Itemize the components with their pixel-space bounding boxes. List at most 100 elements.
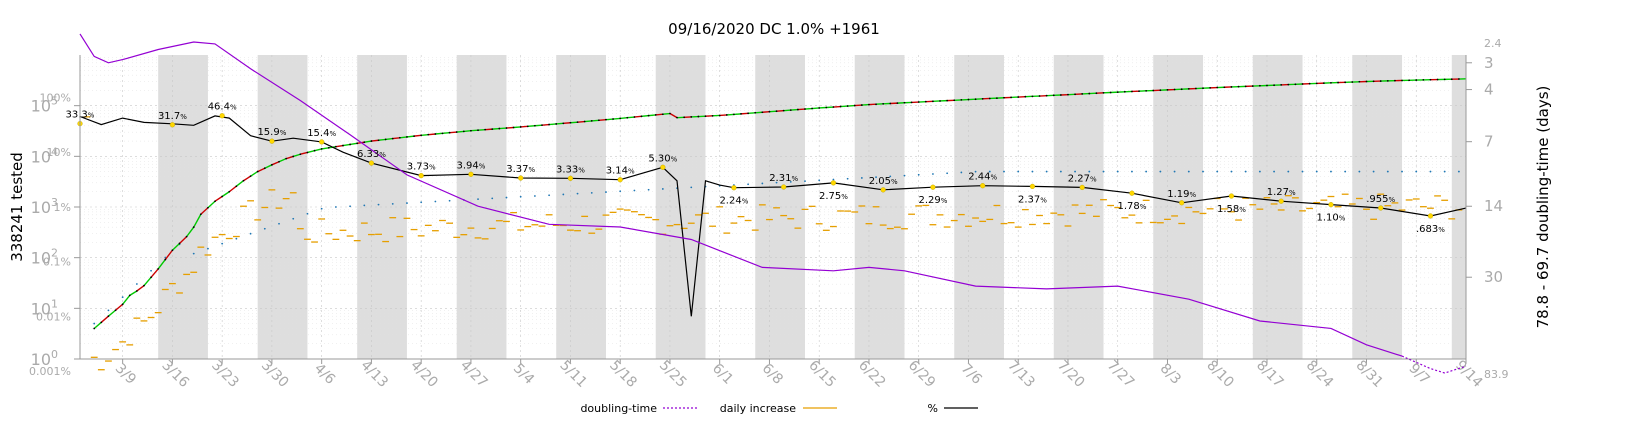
- tested-mark: [228, 185, 237, 193]
- tested-point: [1351, 81, 1354, 83]
- tested-point: [1109, 91, 1112, 94]
- tested-mark: [442, 132, 450, 135]
- tested-point: [1102, 91, 1105, 94]
- pct-tick-label: 0.1%: [43, 256, 71, 269]
- tested-point: [256, 170, 259, 173]
- tested-point: [875, 103, 877, 106]
- tested-point: [1010, 96, 1013, 99]
- tested-point: [512, 126, 515, 129]
- trend-dot: [278, 222, 280, 225]
- trend-dot: [1386, 170, 1389, 173]
- tested-point: [1415, 79, 1418, 81]
- x-tick-label: 7/20: [1054, 357, 1088, 391]
- tested-point: [228, 190, 231, 193]
- tested-mark: [605, 118, 614, 121]
- pct-marker: [617, 177, 623, 183]
- trend-dot: [661, 188, 664, 190]
- tested-mark: [321, 147, 329, 150]
- x-tick-label: 6/15: [805, 357, 839, 391]
- trend-dot: [533, 195, 536, 197]
- tested-point: [1401, 79, 1403, 82]
- tested-point: [327, 146, 330, 149]
- tested-point: [576, 121, 579, 124]
- trend-dot: [320, 207, 323, 210]
- tested-mark: [492, 127, 500, 130]
- pct-marker: [368, 160, 375, 166]
- trend-dot: [818, 179, 821, 182]
- tested-point: [178, 242, 181, 245]
- tested-point: [896, 102, 899, 105]
- tested-point: [647, 114, 650, 117]
- tested-mark: [100, 315, 109, 323]
- tested-mark: [506, 126, 514, 129]
- pct-marker: [880, 187, 886, 193]
- pct-label: 5.30%: [648, 153, 677, 164]
- trend-dot: [804, 180, 806, 182]
- tested-mark: [769, 110, 777, 113]
- tested-mark: [193, 213, 202, 228]
- trend-dot: [946, 172, 949, 175]
- tested-point: [1330, 81, 1332, 84]
- tested-point: [868, 103, 870, 106]
- tested-point: [1344, 81, 1347, 84]
- tested-point: [1443, 78, 1446, 81]
- tested-mark: [264, 164, 273, 169]
- tested-mark: [200, 207, 209, 215]
- x-tick-label: 3/16: [158, 357, 192, 391]
- tested-point: [342, 144, 344, 147]
- x-tick-label: 7/13: [1004, 357, 1038, 391]
- pct-tick-label: 1%: [54, 201, 71, 214]
- tested-point: [1024, 95, 1027, 98]
- tested-point: [690, 116, 693, 118]
- tested-point: [1138, 90, 1140, 93]
- trend-dot: [135, 283, 138, 285]
- pct-label: 1.27%: [1267, 187, 1296, 198]
- pct-marker: [1179, 200, 1185, 206]
- trend-dot: [406, 202, 408, 204]
- tested-point: [1173, 88, 1176, 91]
- y-right-tick-label: 4: [1484, 81, 1494, 99]
- tested-point: [640, 115, 643, 118]
- x-tick-label: 6/1: [709, 361, 736, 388]
- tested-mark: [107, 309, 116, 317]
- tested-point: [1038, 95, 1041, 97]
- pct-marker: [1427, 213, 1434, 219]
- trend-dot: [505, 196, 508, 199]
- tested-point: [889, 102, 892, 105]
- tested-mark: [812, 107, 820, 110]
- tested-point: [789, 109, 792, 112]
- pct-marker: [930, 184, 936, 190]
- tested-point: [285, 157, 288, 160]
- tested-mark: [541, 123, 550, 126]
- tested-point: [1230, 86, 1233, 88]
- tested-point: [192, 226, 195, 229]
- pct-label: .683%: [1416, 224, 1445, 235]
- pct-label: 15.9%: [257, 127, 286, 138]
- pct-label: 3.33%: [556, 164, 585, 175]
- tested-point: [1358, 80, 1361, 83]
- tested-point: [1251, 85, 1254, 87]
- trend-dot: [306, 212, 309, 215]
- tested-mark: [627, 116, 635, 119]
- tested-mark: [399, 136, 408, 139]
- tested-point: [761, 111, 764, 114]
- x-tick-label: 8/3: [1157, 361, 1184, 388]
- tested-point: [1308, 82, 1311, 85]
- tested-mark: [776, 109, 784, 112]
- trend-dot: [647, 188, 650, 191]
- x-tick-label: 6/22: [855, 357, 889, 391]
- tested-point: [93, 327, 96, 330]
- tested-point: [995, 97, 998, 100]
- trend-dot: [434, 200, 437, 203]
- tested-point: [171, 249, 174, 252]
- pct-marker: [269, 138, 275, 144]
- tested-point: [832, 106, 835, 108]
- tested-point: [1052, 94, 1055, 97]
- tested-point: [398, 136, 401, 139]
- y-right-tick-label: 83.9: [1484, 368, 1509, 381]
- x-tick-label: 5/25: [656, 357, 690, 391]
- pct-label: 2.44%: [968, 172, 997, 183]
- trend-dot: [1187, 170, 1190, 173]
- pct-label: 3.73%: [407, 162, 436, 173]
